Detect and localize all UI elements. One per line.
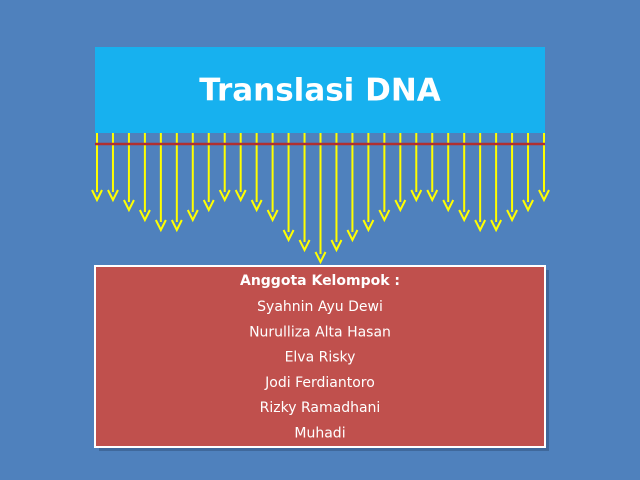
member-name: Nurulliza Alta Hasan: [249, 324, 391, 340]
arrow-head: [426, 189, 439, 203]
arrow-head: [362, 219, 375, 233]
arrow-head: [186, 209, 199, 223]
arrow-head: [170, 219, 183, 233]
arrow-head: [522, 199, 534, 213]
members-heading: Anggota Kelompok :: [240, 273, 400, 289]
member-name: Rizky Ramadhani: [260, 400, 381, 416]
arrow-head: [506, 209, 518, 223]
member-name: Jodi Ferdiantoro: [264, 375, 375, 391]
arrow-head: [442, 199, 455, 213]
arrow-head: [234, 189, 247, 203]
member-name: Elva Risky: [285, 350, 356, 366]
arrow-head: [91, 189, 103, 203]
arrow-head: [107, 189, 119, 203]
arrow-head: [218, 189, 231, 203]
arrow-head: [474, 219, 487, 233]
arrow-head: [298, 239, 311, 253]
arrow-head: [458, 209, 471, 223]
members-box: [94, 265, 546, 448]
arrow-head: [490, 219, 503, 233]
arrow-head: [330, 239, 343, 253]
arrow-head: [154, 219, 167, 233]
member-name: Muhadi: [294, 426, 345, 442]
arrow-head: [123, 199, 135, 213]
arrow-head: [410, 189, 423, 203]
arrow-head: [346, 229, 359, 243]
arrow-head: [314, 251, 327, 265]
arrow-head: [138, 209, 151, 223]
arrow-head: [202, 199, 215, 213]
title: Translasi DNA: [199, 73, 441, 109]
arrow-head: [378, 209, 391, 223]
arrow-head: [250, 199, 263, 213]
arrow-head: [394, 199, 407, 213]
title-box: [95, 47, 545, 133]
member-name: Syahnin Ayu Dewi: [257, 299, 383, 315]
members-list: Syahnin Ayu Dewi Nurulliza Alta Hasan Elva…: [249, 299, 391, 442]
arrow-head: [282, 229, 295, 243]
arrow-head: [538, 189, 550, 203]
arrow-head: [266, 209, 279, 223]
